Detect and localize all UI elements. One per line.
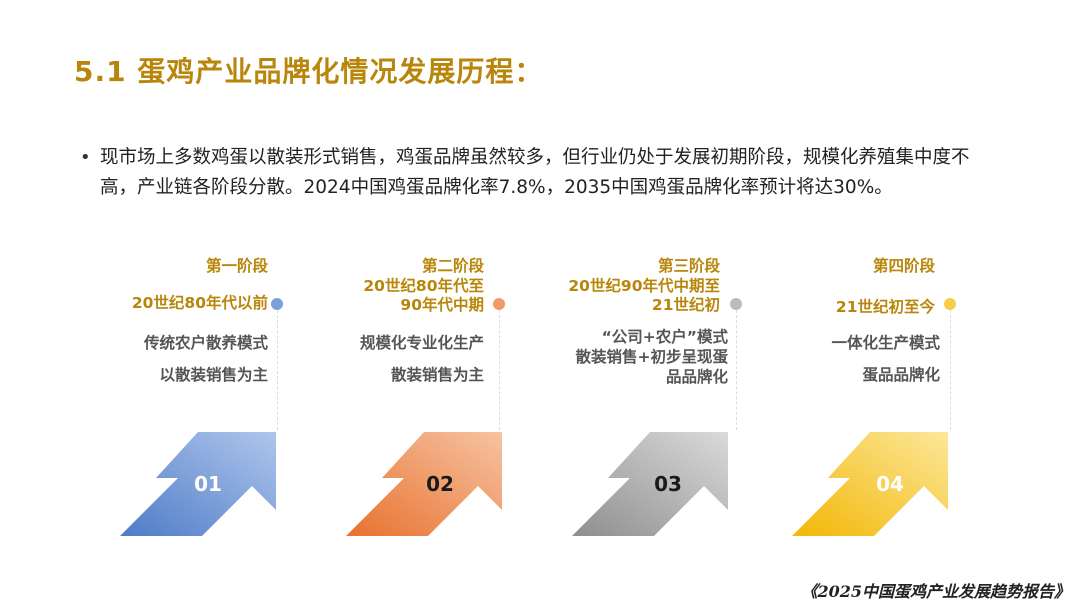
stage-4-arrow: [792, 432, 948, 536]
bullet-text: 现市场上多数鸡蛋以散装形式销售，鸡蛋品牌虽然较多，但行业仍处于发展初期阶段，规模…: [100, 147, 970, 198]
stage-2-desc: 规模化专业化生产 散装销售为主: [359, 334, 484, 384]
stage-3-period: 20世纪90年代中期至 21世纪初: [568, 277, 720, 314]
bullet-paragraph: • 现市场上多数鸡蛋以散装形式销售，鸡蛋品牌虽然较多，但行业仍处于发展初期阶段，…: [80, 143, 990, 203]
stage-2-period: 20世纪80年代至 90年代中期: [363, 277, 484, 314]
stage-1-arrow: [120, 432, 276, 536]
stage-1-dot: [271, 298, 283, 310]
stage-2-dot: [493, 298, 505, 310]
stage-1-label: 第一阶段: [205, 257, 268, 275]
stage-4-period: 21世纪初至今: [835, 298, 935, 316]
stage-2-arrow: [346, 432, 502, 536]
stage-4-number: 04: [876, 472, 904, 496]
stage-4-desc: 一体化生产模式 蛋品品牌化: [831, 334, 940, 384]
bullet-marker: •: [80, 147, 91, 168]
stage-2-number: 02: [426, 472, 454, 496]
stage-3-arrow: [572, 432, 728, 536]
stage-4-label: 第四阶段: [872, 257, 935, 275]
stage-4-dot: [944, 298, 956, 310]
stage-2-label: 第二阶段: [421, 257, 484, 275]
stage-3-number: 03: [654, 472, 682, 496]
stage-1-connector: [277, 310, 278, 430]
stage-3-label: 第三阶段: [657, 257, 720, 275]
stage-1-number: 01: [194, 472, 222, 496]
stage-3-dot: [730, 298, 742, 310]
stage-1-period: 20世纪80年代以前: [131, 294, 268, 312]
stage-2-connector: [499, 310, 500, 430]
stage-3-desc: “公司+农户”模式 散装销售+初步呈现蛋 品品牌化: [575, 328, 729, 386]
stage-4-connector: [950, 310, 951, 430]
stage-1-desc: 传统农户散养模式 以散装销售为主: [143, 334, 268, 384]
source-footer: 《2025中国蛋鸡产业发展趋势报告》: [801, 582, 1070, 601]
stage-3-connector: [736, 310, 737, 430]
page-title: 5.1 蛋鸡产业品牌化情况发展历程：: [74, 55, 544, 88]
